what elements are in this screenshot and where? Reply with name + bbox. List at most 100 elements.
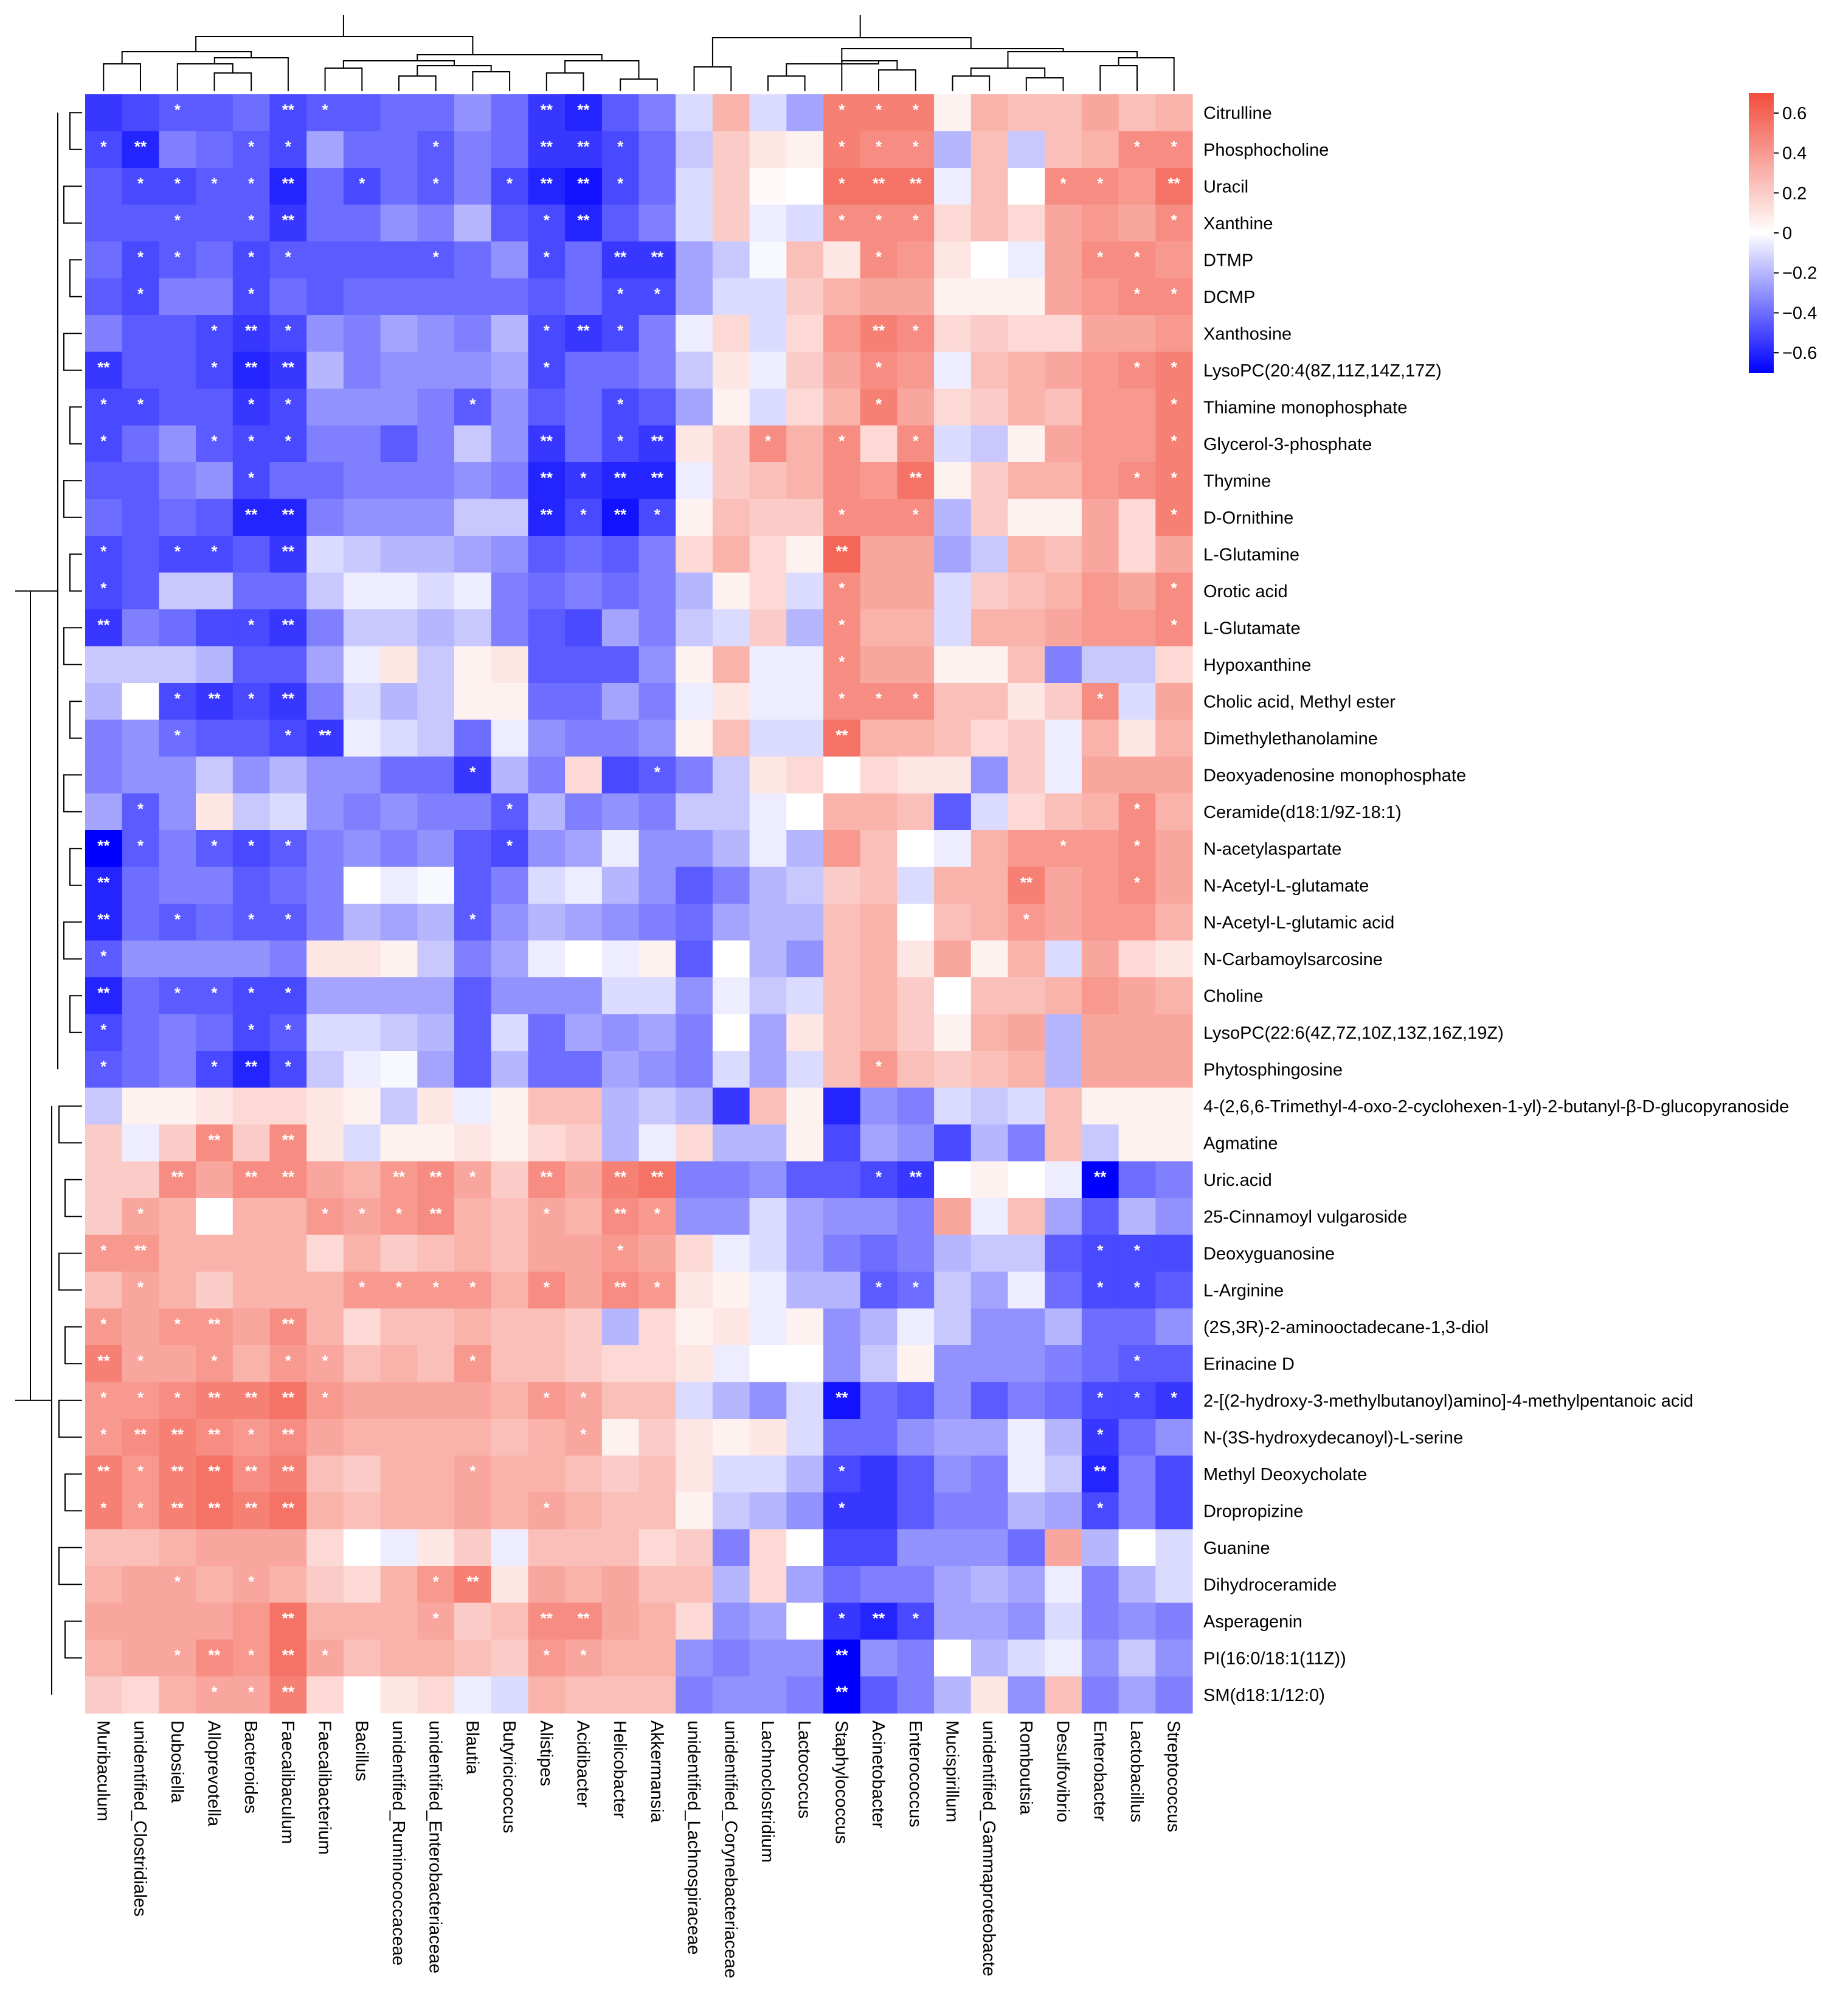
dendrogram-branch	[58, 1547, 82, 1585]
heatmap-cell	[786, 646, 824, 684]
heatmap-cell	[897, 1308, 935, 1346]
significance-marker: *	[876, 358, 882, 376]
heatmap-cell	[749, 793, 787, 831]
heatmap-cell	[601, 1087, 640, 1125]
heatmap-cell	[454, 536, 492, 573]
heatmap-cell	[85, 1492, 123, 1530]
heatmap-cell	[601, 830, 640, 868]
heatmap-cell	[823, 646, 861, 684]
significance-marker: **	[577, 137, 590, 156]
significance-marker: **	[651, 248, 664, 266]
dendrogram-branch	[767, 75, 806, 91]
significance-marker: **	[97, 836, 110, 854]
heatmap-cell	[1118, 462, 1156, 500]
heatmap-cell	[638, 1308, 676, 1346]
heatmap-cell	[269, 793, 307, 831]
heatmap-cell	[712, 1419, 750, 1457]
heatmap-cell	[860, 1382, 898, 1419]
heatmap-cell	[1008, 1051, 1045, 1089]
heatmap-cell	[269, 1640, 307, 1677]
heatmap-cell	[897, 1676, 935, 1714]
significance-marker: *	[913, 321, 919, 339]
heatmap-cell	[860, 1566, 898, 1604]
heatmap-cell	[1118, 793, 1156, 831]
heatmap-cell	[823, 793, 861, 831]
heatmap-cell	[454, 757, 492, 794]
heatmap-cell	[528, 241, 566, 279]
significance-marker: **	[651, 468, 664, 487]
heatmap-cell	[1008, 867, 1045, 904]
heatmap-cell	[1045, 683, 1082, 721]
heatmap-cell	[823, 131, 861, 168]
heatmap-cell	[1008, 1308, 1045, 1346]
heatmap-cell	[232, 1566, 271, 1604]
heatmap-cell	[196, 1345, 233, 1383]
significance-marker: *	[1060, 836, 1067, 854]
significance-marker: **	[282, 1388, 295, 1407]
heatmap-cell	[638, 1272, 676, 1309]
significance-marker: **	[208, 689, 221, 707]
heatmap-cell	[565, 572, 603, 610]
heatmap-cell	[343, 1419, 381, 1457]
heatmap-cell	[454, 904, 492, 941]
heatmap-cell	[491, 389, 528, 426]
heatmap-cell	[196, 1235, 233, 1272]
heatmap-cell	[1045, 315, 1082, 353]
heatmap-cell	[565, 1161, 603, 1199]
row-label: N-Acetyl-L-glutamate	[1203, 876, 1369, 896]
heatmap-cell	[159, 904, 196, 941]
heatmap-cell	[85, 1640, 123, 1677]
heatmap-cell	[1118, 940, 1156, 978]
significance-marker: *	[396, 1204, 403, 1222]
significance-marker: *	[137, 1278, 144, 1296]
heatmap-cell	[343, 1272, 381, 1309]
row-label: N-(3S-hydroxydecanoyl)-L-serine	[1203, 1428, 1463, 1447]
heatmap-cell	[601, 1308, 640, 1346]
heatmap-cell	[232, 572, 271, 610]
dendrogram-branch	[69, 848, 82, 886]
heatmap-cell	[306, 131, 344, 168]
heatmap-cell	[749, 499, 787, 536]
heatmap-cell	[306, 1529, 344, 1567]
dendrogram-branch	[1118, 57, 1175, 91]
significance-marker: *	[839, 1462, 845, 1480]
heatmap-cell	[897, 1419, 935, 1457]
heatmap-cell	[786, 830, 824, 868]
column-label: Romboutsia	[1016, 1720, 1036, 1815]
row-label: Dimethylethanolamine	[1203, 729, 1378, 749]
heatmap-cell	[712, 1640, 750, 1677]
heatmap-cell	[491, 462, 528, 500]
heatmap-cell	[897, 683, 935, 721]
heatmap-cell	[1008, 1198, 1045, 1236]
heatmap-cell	[454, 793, 492, 831]
heatmap-cell	[491, 1602, 528, 1640]
row-label: 25-Cinnamoyl vulgaroside	[1203, 1207, 1407, 1227]
heatmap-cell	[343, 536, 381, 573]
significance-marker: *	[100, 395, 107, 413]
significance-marker: *	[1171, 137, 1178, 156]
heatmap-cell	[565, 1051, 603, 1089]
heatmap-cell	[528, 462, 566, 500]
significance-marker: *	[580, 1646, 587, 1664]
significance-marker: *	[654, 763, 661, 781]
heatmap-cell	[749, 1676, 787, 1714]
heatmap-cell	[749, 904, 787, 941]
heatmap-cell	[528, 499, 566, 536]
heatmap-cell	[860, 1087, 898, 1125]
heatmap-cell	[786, 462, 824, 500]
significance-marker: *	[322, 100, 328, 119]
heatmap-cell	[676, 1566, 713, 1604]
significance-marker: *	[285, 248, 292, 266]
heatmap-cell	[712, 425, 750, 463]
heatmap-cell	[934, 1161, 972, 1199]
row-label: Thymine	[1203, 471, 1271, 491]
heatmap-cell	[823, 1419, 861, 1457]
heatmap-cell	[638, 278, 676, 316]
significance-marker: *	[1134, 358, 1141, 376]
significance-marker: *	[137, 395, 144, 413]
heatmap-cell	[454, 1529, 492, 1567]
heatmap-cell	[823, 1235, 861, 1272]
heatmap-cell	[306, 1455, 344, 1493]
heatmap-cell	[1008, 977, 1045, 1015]
significance-marker: *	[913, 432, 919, 450]
